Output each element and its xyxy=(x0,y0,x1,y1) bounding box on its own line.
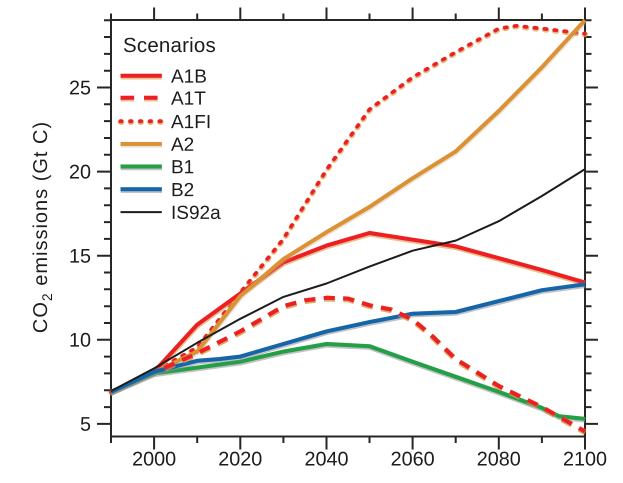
svg-text:2000: 2000 xyxy=(132,448,176,470)
svg-text:B1: B1 xyxy=(171,157,194,178)
svg-text:5: 5 xyxy=(80,414,91,436)
svg-text:2080: 2080 xyxy=(477,448,521,470)
svg-text:15: 15 xyxy=(69,246,91,268)
svg-text:IS92a: IS92a xyxy=(171,203,221,224)
svg-text:2040: 2040 xyxy=(304,448,348,470)
svg-text:A2: A2 xyxy=(171,135,194,156)
svg-text:Scenarios: Scenarios xyxy=(123,34,216,57)
svg-text:A1FI: A1FI xyxy=(171,112,211,133)
svg-text:2020: 2020 xyxy=(218,448,262,470)
svg-text:2060: 2060 xyxy=(391,448,435,470)
svg-text:25: 25 xyxy=(69,77,91,99)
svg-text:A1T: A1T xyxy=(171,89,206,110)
svg-text:20: 20 xyxy=(69,161,91,183)
svg-text:10: 10 xyxy=(69,330,91,352)
svg-text:CO2 emissions (Gt C): CO2 emissions (Gt C) xyxy=(30,121,55,333)
svg-text:2100: 2100 xyxy=(563,448,607,470)
svg-text:B2: B2 xyxy=(171,180,194,201)
svg-text:A1B: A1B xyxy=(171,67,207,88)
